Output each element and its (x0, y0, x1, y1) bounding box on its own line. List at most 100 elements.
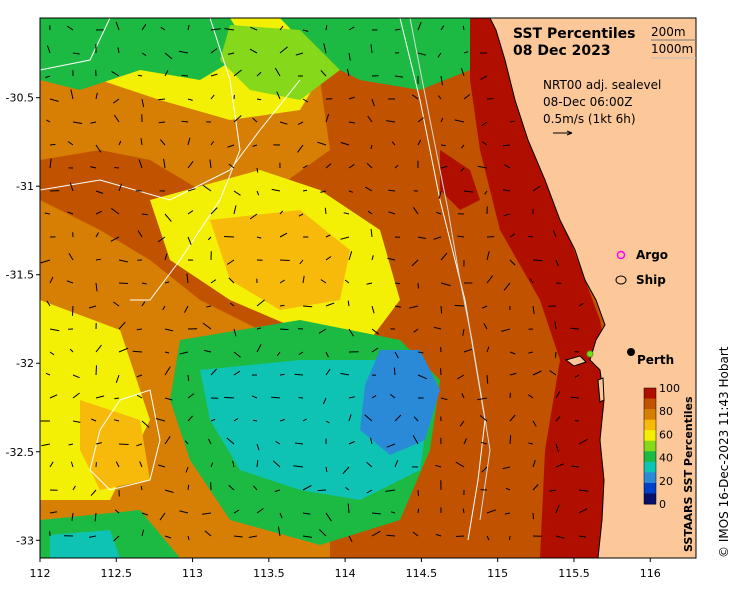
current-vector (417, 117, 425, 123)
current-vector (139, 461, 143, 468)
current-vector (555, 443, 559, 452)
current-vector (555, 390, 561, 399)
current-vector (528, 394, 534, 399)
current-vector (509, 259, 516, 266)
current-vector (462, 508, 465, 514)
current-vector (179, 351, 189, 355)
current-vector (438, 190, 442, 200)
y-tick-label: -31.5 (6, 269, 34, 282)
current-vector (256, 71, 262, 77)
current-vector (49, 461, 54, 468)
current-vector (136, 328, 143, 331)
current-vector (72, 52, 80, 55)
current-vector (347, 503, 350, 514)
current-vector (113, 301, 120, 307)
current-vector (49, 328, 60, 332)
current-vector (67, 211, 74, 215)
current-vector (279, 373, 285, 376)
current-vector (164, 366, 171, 376)
x-tick-label: 112.5 (101, 567, 133, 580)
current-vector (325, 351, 329, 358)
current-vector (325, 25, 328, 31)
current-vector (226, 437, 235, 445)
current-vector (554, 321, 557, 330)
current-vector (486, 251, 490, 261)
current-vector (532, 484, 539, 491)
current-vector (371, 305, 375, 314)
contour-label-200m: 200m (651, 25, 686, 39)
current-vector (163, 158, 166, 169)
current-vector (88, 535, 97, 538)
sst-zone-green-north (40, 18, 250, 90)
current-vector (574, 374, 580, 378)
current-vector (114, 167, 120, 169)
current-vector (115, 374, 120, 383)
current-vector (370, 437, 373, 445)
current-vector (462, 328, 465, 336)
current-vector (202, 512, 212, 515)
current-vector (90, 489, 97, 497)
current-vector (570, 396, 580, 399)
argo-marker (616, 250, 626, 260)
current-vector (224, 28, 235, 31)
x-axis: 112 112.5 113 113.5 114 114.5 115 115.5 116 (30, 558, 661, 580)
current-vector (113, 98, 120, 104)
current-vector (233, 509, 240, 514)
ship-label: Ship (636, 273, 666, 287)
colorbar-swatch (644, 409, 656, 421)
current-vector (203, 349, 212, 353)
x-tick-label: 114.5 (406, 567, 438, 580)
current-vector (118, 140, 122, 146)
current-vector (364, 414, 373, 422)
current-vector (302, 189, 308, 192)
current-vector (110, 236, 120, 242)
current-vector (95, 344, 102, 353)
current-vector (141, 52, 147, 57)
current-vector (436, 211, 442, 215)
current-vector (367, 115, 373, 123)
current-vector (118, 443, 129, 445)
rottnest-island (564, 355, 587, 367)
current-vector (95, 395, 105, 399)
current-vector (555, 463, 564, 468)
current-vector (113, 535, 120, 542)
current-vector (552, 229, 557, 238)
current-vector (433, 326, 442, 330)
current-vector (532, 460, 536, 468)
current-vector (229, 302, 235, 307)
current-vector (136, 443, 143, 447)
current-vector (210, 462, 214, 468)
current-vector (340, 236, 350, 240)
current-vector (66, 280, 74, 284)
current-vector (226, 259, 235, 265)
current-vector (325, 368, 331, 376)
current-vector (394, 305, 402, 308)
current-vector (158, 98, 166, 101)
x-tick-label: 113.5 (253, 567, 285, 580)
current-vector (164, 281, 170, 284)
current-vector (95, 365, 97, 376)
current-vector (132, 350, 143, 353)
colorbar-swatch (644, 472, 656, 484)
current-vector (477, 397, 488, 401)
current-vector (141, 529, 145, 537)
current-vector (454, 304, 465, 307)
current-vector (298, 351, 304, 355)
current-vector (46, 119, 51, 123)
current-vector (256, 443, 260, 451)
current-vector (297, 121, 304, 126)
current-vector (184, 440, 189, 445)
current-vector (159, 139, 166, 146)
current-vector (302, 164, 308, 169)
current-vector (394, 75, 403, 78)
current-vector (417, 139, 422, 146)
current-vector (208, 438, 212, 445)
current-vector (95, 210, 102, 215)
current-vectors (40, 21, 589, 543)
current-vector (532, 512, 534, 520)
current-vector (578, 535, 587, 538)
current-vector (70, 89, 74, 100)
colorbar-tick-label: 60 (659, 428, 673, 441)
current-vector (440, 25, 445, 31)
current-vector (486, 275, 494, 284)
